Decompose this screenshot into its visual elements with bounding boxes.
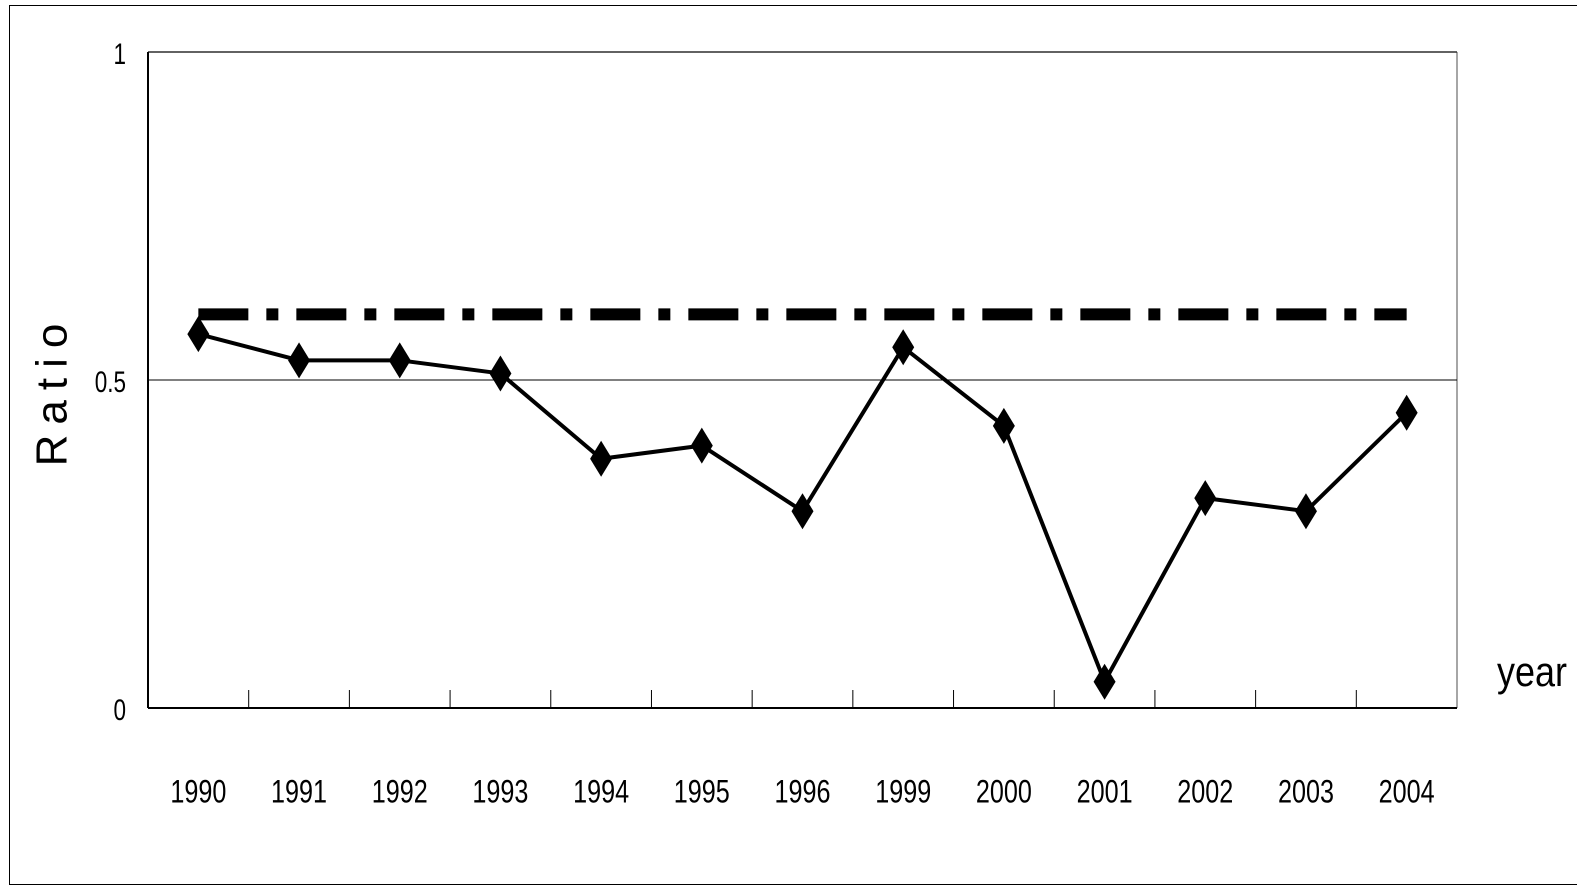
marker — [590, 440, 613, 477]
marker — [187, 316, 210, 353]
marker — [388, 342, 411, 379]
marker — [1395, 394, 1418, 431]
x-axis-label: year — [1497, 648, 1567, 695]
y-axis-label: Ratio — [28, 314, 77, 467]
x-tick-label: 2004 — [1379, 773, 1435, 809]
x-tick-label: 2000 — [976, 773, 1032, 809]
y-tick-label: 0.5 — [95, 365, 126, 399]
x-tick-label: 1999 — [875, 773, 931, 809]
x-tick-label: 1994 — [573, 773, 629, 809]
x-tick-label: 1996 — [775, 773, 831, 809]
marker — [1194, 480, 1217, 517]
x-tick-label: 2003 — [1278, 773, 1334, 809]
x-tick-label: 2001 — [1077, 773, 1133, 809]
x-tick-label: 1992 — [372, 773, 428, 809]
marker — [992, 407, 1015, 444]
marker — [690, 427, 713, 464]
marker — [892, 329, 915, 366]
x-tick-label: 1993 — [472, 773, 528, 809]
x-tick-label: 1990 — [170, 773, 226, 809]
marker — [1093, 663, 1116, 700]
marker — [288, 342, 311, 379]
x-tick-label: 1991 — [271, 773, 327, 809]
marker — [1294, 493, 1317, 530]
y-tick-label: 1 — [113, 37, 126, 71]
y-tick-label: 0 — [113, 693, 126, 727]
x-tick-label: 1995 — [674, 773, 730, 809]
x-tick-label: 2002 — [1177, 773, 1233, 809]
frame — [9, 5, 1577, 885]
marker — [791, 493, 814, 530]
marker — [489, 355, 512, 392]
